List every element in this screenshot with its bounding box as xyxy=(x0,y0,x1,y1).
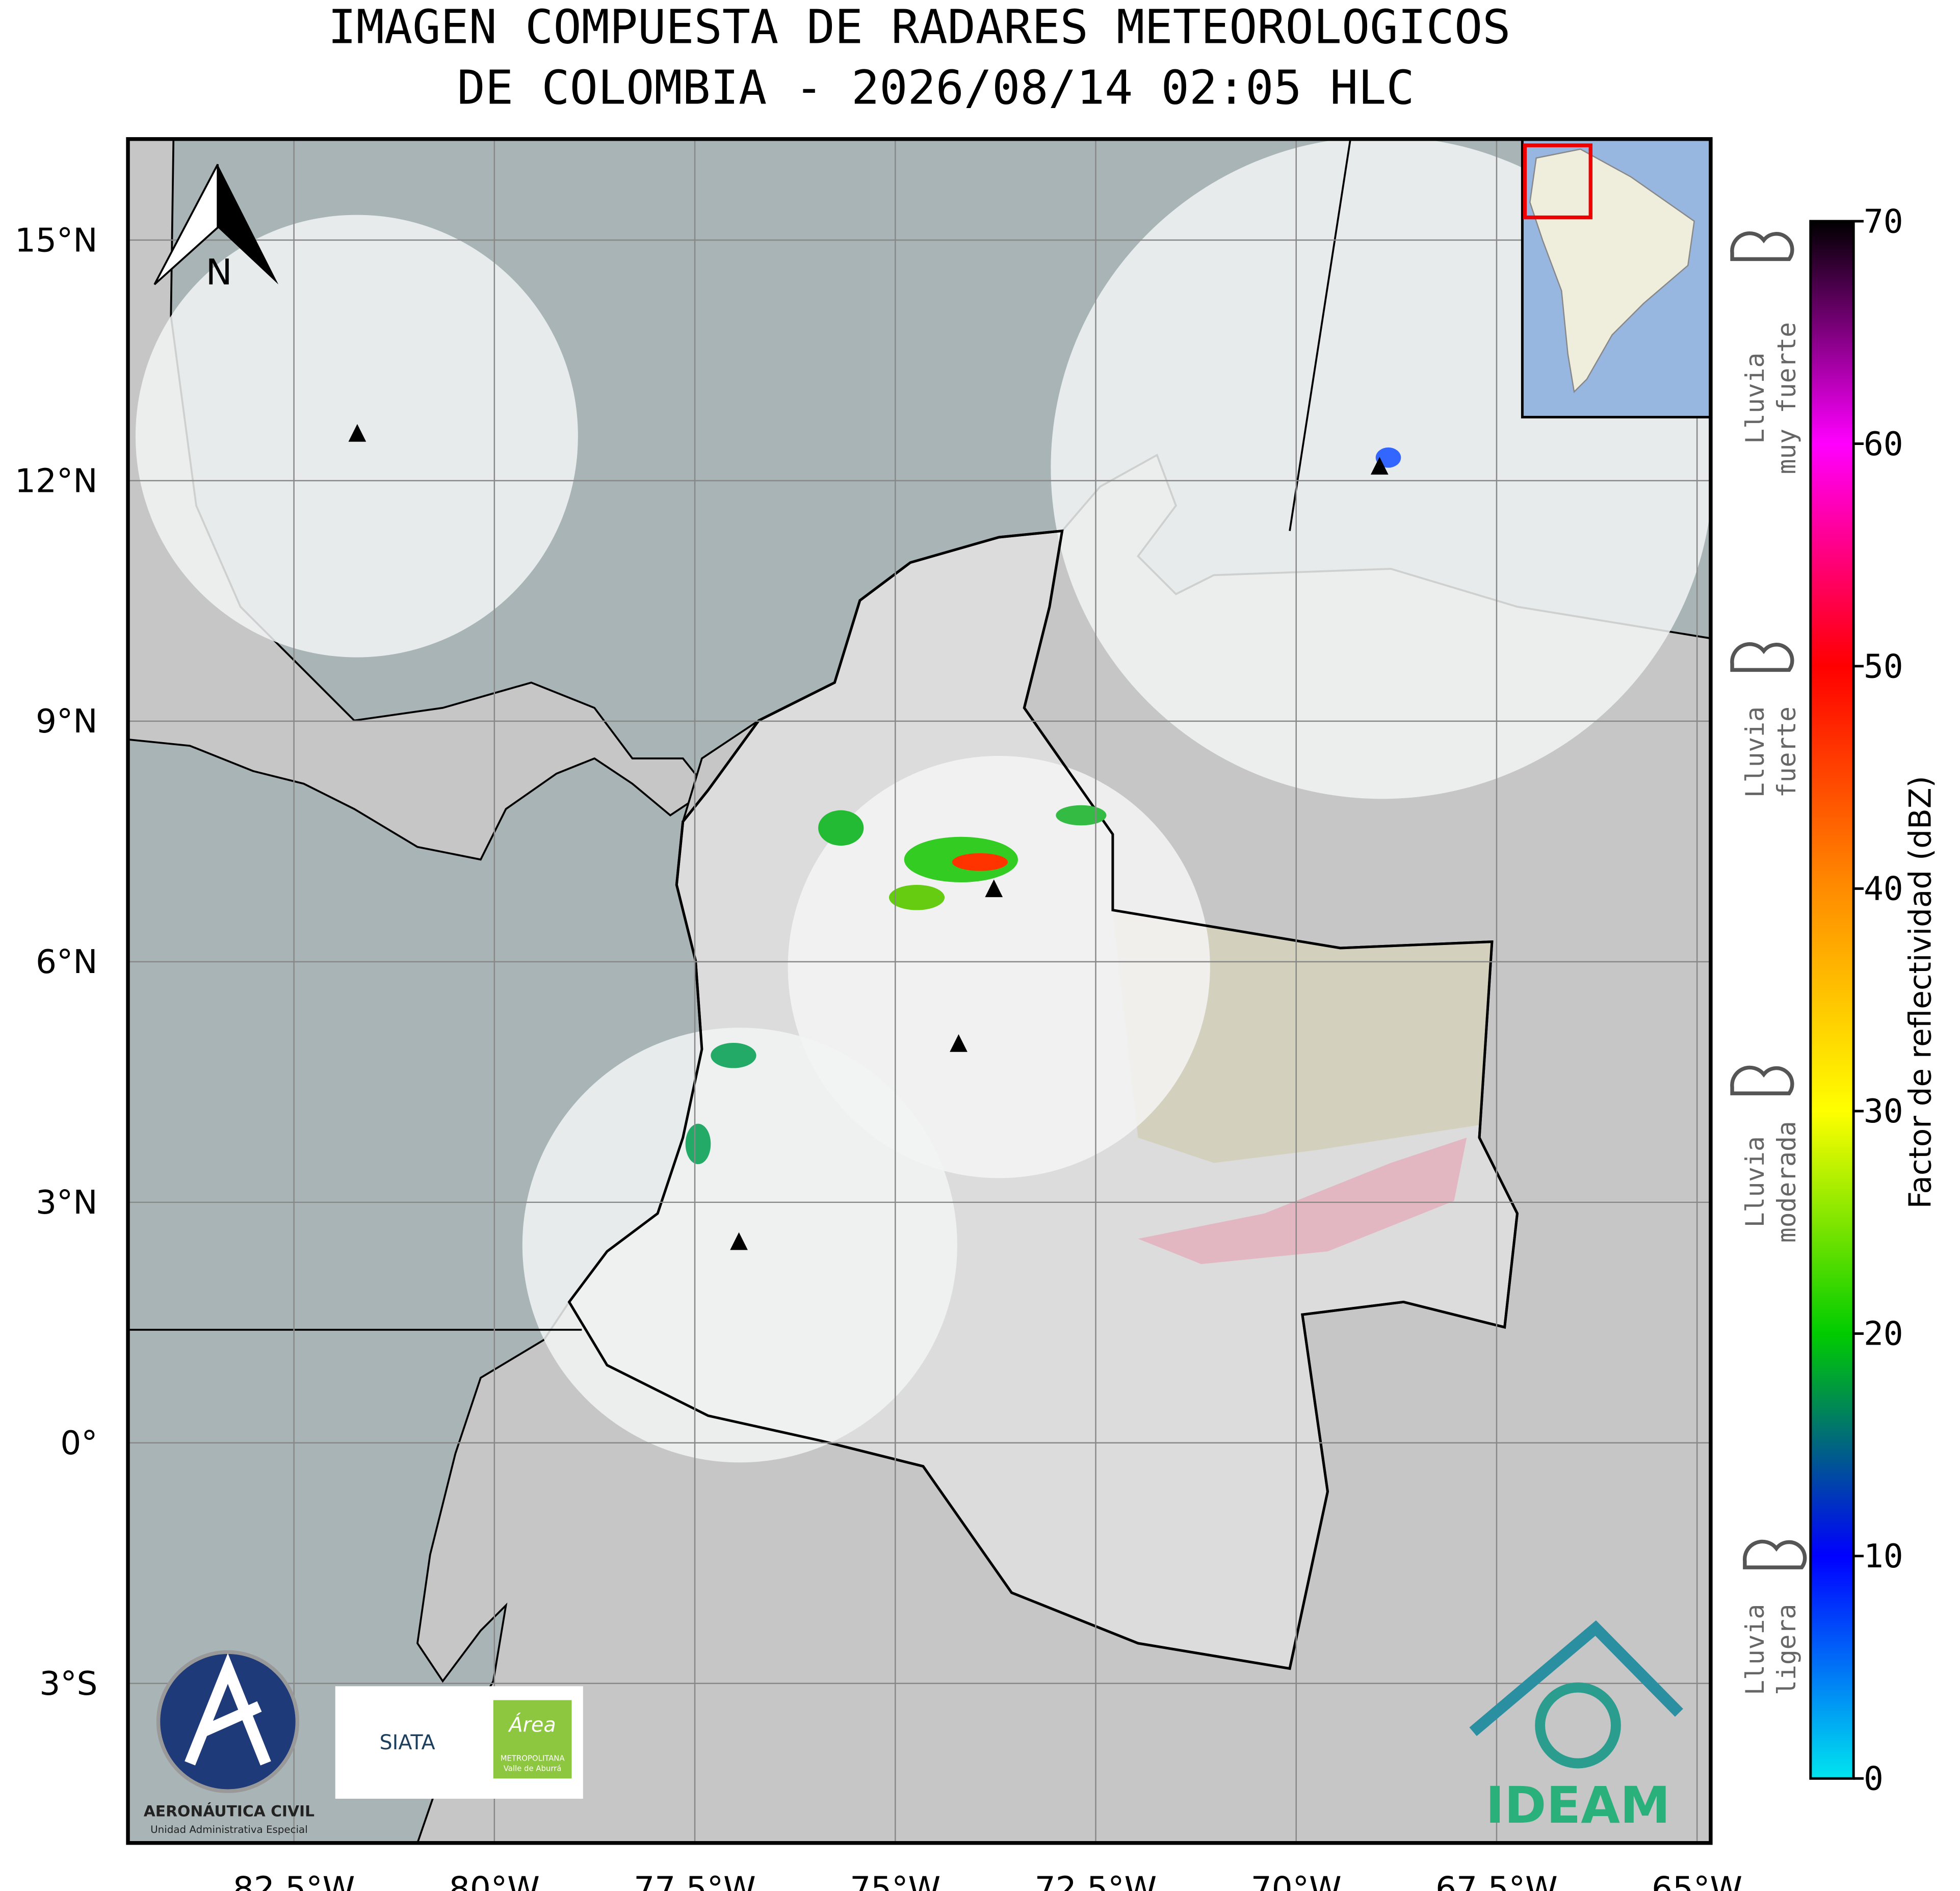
grid xyxy=(128,139,1711,1843)
colorbar-tick-label: 30 xyxy=(1864,1092,1903,1131)
y-tick-label: 3°N xyxy=(36,1184,97,1222)
y-tick-label: 12°N xyxy=(15,462,98,500)
x-tick-label: 82.5°W xyxy=(233,1870,355,1891)
legend-line: moderada xyxy=(1772,1121,1801,1243)
partner-logos: SIATA Área METROPOLITANA Valle de Aburrá xyxy=(335,1686,583,1799)
x-tick-label: 70°W xyxy=(1251,1870,1342,1891)
area-emblem xyxy=(493,1700,572,1779)
north-label: N xyxy=(206,252,232,293)
y-tick-label: 15°N xyxy=(15,221,98,259)
radar-site xyxy=(730,1232,748,1250)
radar-site xyxy=(950,1034,968,1052)
colorbar-tick-label: 10 xyxy=(1864,1537,1903,1575)
x-tick-label: 75°W xyxy=(850,1870,940,1891)
legend-line: ligera xyxy=(1772,1604,1801,1695)
echo xyxy=(818,810,864,846)
x-tick-label: 67.5°W xyxy=(1435,1870,1558,1891)
inset-focus xyxy=(1523,143,1593,220)
ticks: 82.5°W 80°W 77.5°W 75°W 72.5°W 70°W 67.5°W 65°W… xyxy=(15,221,1742,1891)
colorbar-tick-label: 70 xyxy=(1864,202,1903,241)
ideam-name: IDEAM xyxy=(1485,1776,1670,1835)
legend-line: Lluvia xyxy=(1740,1136,1770,1227)
colorbar-tick-label: 0 xyxy=(1864,1760,1884,1798)
colorbar-label: Factor de reflectividad (dBZ) xyxy=(1903,776,1938,1209)
radar-site xyxy=(348,424,367,442)
aerocivil-sub: Unidad Administrativa Especial xyxy=(150,1824,308,1835)
inset-map xyxy=(1521,138,1712,418)
radar-site xyxy=(985,879,1003,898)
radar-site xyxy=(1370,457,1389,475)
y-tick-label: 6°N xyxy=(36,943,97,981)
weather-icons xyxy=(1730,231,1807,1569)
colorbar-ticks: 0 10 20 30 40 50 60 70 xyxy=(1853,202,1903,1798)
colorbar-tick-label: 40 xyxy=(1864,870,1903,908)
legend-line: muy fuerte xyxy=(1772,322,1801,474)
x-tick-label: 77.5°W xyxy=(634,1870,756,1891)
plot-frame xyxy=(126,137,1713,1845)
area-logo: Área xyxy=(508,1713,556,1737)
echo xyxy=(1056,805,1107,826)
inset-continent xyxy=(1529,148,1695,393)
area-sub: METROPOLITANA xyxy=(501,1754,565,1763)
y-tick-label: 9°N xyxy=(36,702,97,741)
title-line-2: DE COLOMBIA - 2026/08/14 02:05 HLC xyxy=(457,60,1415,115)
legend: Lluvia muy fuerte Lluvia fuerte Lluvia m… xyxy=(1730,231,1807,1695)
echo xyxy=(685,1123,711,1165)
maritime-boundary xyxy=(1289,139,1351,531)
title-line-1: IMAGEN COMPUESTA DE RADARES METEOROLOGIC… xyxy=(328,0,1510,54)
y-tick-label: 3°S xyxy=(39,1665,97,1703)
legend-line: Lluvia xyxy=(1740,1604,1770,1695)
precip-probability-shade xyxy=(1138,1137,1467,1264)
x-tick-label: 80°W xyxy=(449,1870,540,1891)
ideam-swirl xyxy=(1535,1682,1621,1769)
echo xyxy=(888,884,945,910)
x-tick-label: 65°W xyxy=(1652,1870,1742,1891)
ideam-logo: IDEAM xyxy=(1469,1620,1683,1835)
aerocivil-mark xyxy=(185,1653,271,1766)
aerocivil-logo: AERONÁUTICA CIVIL Unidad Administrativa … xyxy=(144,1650,315,1835)
legend-line: fuerte xyxy=(1772,706,1801,798)
y-tick-label: 0° xyxy=(60,1424,97,1462)
map-area xyxy=(128,139,1711,1843)
ideam-roof xyxy=(1469,1620,1683,1737)
echo xyxy=(711,1042,756,1068)
radar-coverage xyxy=(788,756,1210,1178)
siata-logo: SIATA xyxy=(379,1731,435,1754)
echoes xyxy=(685,447,1401,1165)
colorbar-tick-label: 60 xyxy=(1864,425,1903,463)
radars xyxy=(348,424,1389,1250)
colorbar-tick-label: 50 xyxy=(1864,647,1903,686)
aerocivil-name: AERONÁUTICA CIVIL xyxy=(144,1802,315,1821)
colorbar-tick-label: 20 xyxy=(1864,1315,1903,1353)
colorbar xyxy=(1809,220,1855,1780)
legend-line: Lluvia xyxy=(1740,353,1770,444)
colombia-border xyxy=(567,529,1519,1670)
x-tick-label: 72.5°W xyxy=(1035,1870,1157,1891)
echo xyxy=(952,853,1008,871)
legend-line: Lluvia xyxy=(1740,706,1770,798)
area-sub: Valle de Aburrá xyxy=(504,1764,562,1773)
